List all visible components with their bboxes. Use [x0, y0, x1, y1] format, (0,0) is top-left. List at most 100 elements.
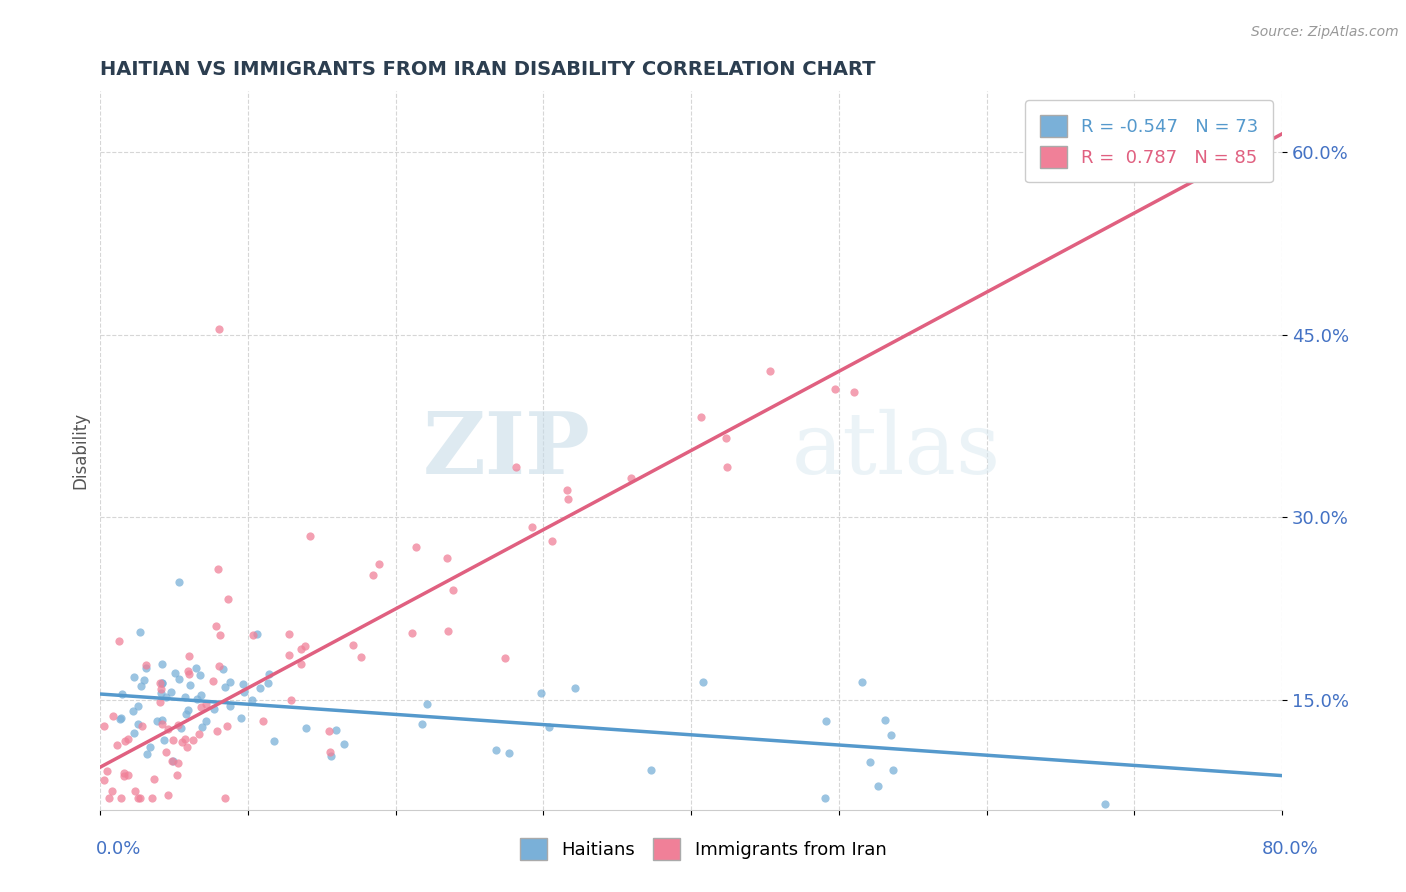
Point: [167, 575, 190, 590]
Point: [205, 619, 228, 633]
Point: [117, 731, 139, 746]
Point: [716, 459, 738, 474]
Point: [485, 742, 508, 756]
Point: [758, 364, 780, 378]
Text: HAITIAN VS IMMIGRANTS FROM IRAN DISABILITY CORRELATION CHART: HAITIAN VS IMMIGRANTS FROM IRAN DISABILI…: [100, 60, 876, 78]
Point: [242, 628, 264, 642]
Point: [505, 460, 527, 475]
Point: [191, 720, 214, 734]
Point: [882, 764, 904, 778]
Point: [290, 642, 312, 657]
Text: Source: ZipAtlas.com: Source: ZipAtlas.com: [1251, 25, 1399, 39]
Point: [349, 649, 371, 664]
Point: [295, 721, 318, 735]
Point: [851, 675, 873, 690]
Point: [141, 790, 163, 805]
Point: [319, 749, 342, 764]
Point: [620, 471, 643, 485]
Point: [232, 685, 254, 699]
Point: [441, 583, 464, 598]
Point: [824, 382, 846, 396]
Point: [557, 492, 579, 507]
Point: [214, 790, 236, 805]
Point: [166, 768, 188, 782]
Point: [135, 661, 157, 675]
Point: [155, 690, 177, 704]
Point: [194, 698, 217, 712]
Point: [290, 657, 312, 671]
Point: [101, 784, 124, 798]
Point: [194, 714, 217, 729]
Point: [555, 483, 578, 498]
Point: [229, 711, 252, 725]
Point: [692, 674, 714, 689]
Point: [494, 651, 516, 665]
Point: [162, 754, 184, 768]
Point: [219, 675, 242, 690]
Point: [117, 768, 139, 782]
Point: [146, 714, 169, 729]
Point: [212, 662, 235, 676]
Point: [177, 703, 200, 717]
Point: [1094, 797, 1116, 811]
Point: [163, 666, 186, 681]
Point: [866, 779, 889, 793]
Point: [263, 734, 285, 748]
Point: [278, 648, 301, 663]
Point: [190, 688, 212, 702]
Point: [157, 788, 180, 802]
Point: [246, 627, 269, 641]
Point: [174, 690, 197, 705]
Point: [640, 763, 662, 777]
Point: [131, 718, 153, 732]
Point: [122, 670, 145, 684]
Point: [96, 764, 118, 778]
Point: [844, 385, 866, 400]
Point: [142, 772, 165, 786]
Point: [167, 756, 190, 770]
Point: [204, 702, 226, 716]
Point: [160, 754, 183, 768]
Point: [814, 714, 837, 728]
Point: [249, 681, 271, 695]
Point: [150, 657, 173, 671]
Point: [401, 626, 423, 640]
Point: [136, 747, 159, 761]
Point: [201, 673, 224, 688]
Text: 0.0%: 0.0%: [96, 840, 141, 858]
Point: [135, 658, 157, 673]
Point: [157, 723, 180, 737]
Point: [186, 692, 208, 706]
Point: [218, 699, 240, 714]
Point: [208, 659, 231, 673]
Point: [155, 745, 177, 759]
Point: [257, 666, 280, 681]
Point: [177, 666, 200, 681]
Legend: Haitians, Immigrants from Iran: Haitians, Immigrants from Iran: [512, 830, 894, 867]
Point: [319, 746, 342, 760]
Point: [149, 676, 172, 690]
Point: [690, 409, 713, 424]
Point: [875, 713, 897, 727]
Point: [149, 695, 172, 709]
Point: [184, 660, 207, 674]
Point: [181, 732, 204, 747]
Point: [361, 567, 384, 582]
Point: [174, 707, 197, 722]
Point: [173, 732, 195, 747]
Text: ZIP: ZIP: [423, 409, 591, 492]
Point: [98, 790, 121, 805]
Point: [205, 723, 228, 738]
Point: [160, 685, 183, 699]
Point: [111, 687, 134, 701]
Point: [564, 681, 586, 696]
Point: [415, 697, 437, 711]
Point: [129, 679, 152, 693]
Point: [149, 686, 172, 700]
Point: [128, 790, 150, 805]
Y-axis label: Disability: Disability: [72, 412, 89, 489]
Point: [299, 529, 322, 543]
Point: [127, 716, 149, 731]
Point: [150, 675, 173, 690]
Point: [114, 733, 136, 747]
